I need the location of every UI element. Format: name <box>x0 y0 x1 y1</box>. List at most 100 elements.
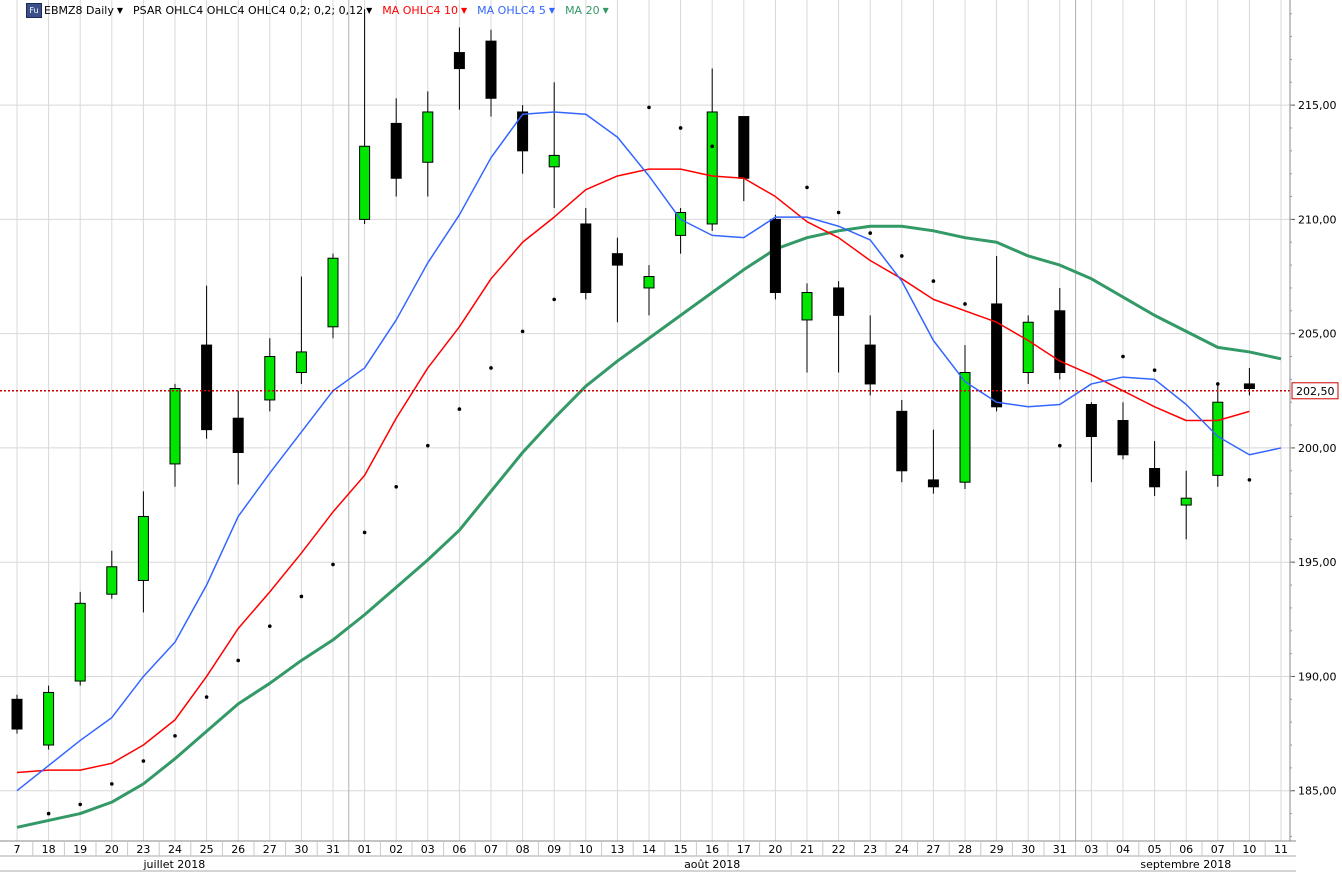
ma10-indicator[interactable]: MA OHLC4 10 ▼ <box>382 4 467 17</box>
candle-body <box>927 479 939 488</box>
date-axis[interactable]: 7 18 19 20 23 24 25 26 27 30 31 01 02 03 06 07 08 09 10 13 1… <box>0 840 1342 872</box>
candle-body <box>201 344 213 431</box>
price-tick-label: 195,00 <box>1298 556 1337 569</box>
date-tick-label: 03 <box>1084 843 1098 856</box>
date-tick-label: 29 <box>990 843 1004 856</box>
candle-up <box>1180 470 1192 540</box>
ma10-layer <box>16 168 1250 774</box>
triangle-down-icon: ▼ <box>602 5 609 15</box>
date-tick-label: 18 <box>42 843 56 856</box>
candle-body <box>959 372 971 483</box>
date-tick-label: 04 <box>1116 843 1130 856</box>
price-axis[interactable]: 185,00 190,00 195,00 200,00 205,00 210,00 215,… <box>1289 0 1342 872</box>
ma5-indicator[interactable]: MA OHLC4 5 ▼ <box>477 4 555 17</box>
candle-down <box>864 315 876 396</box>
candle-body <box>801 292 813 321</box>
month-label: septembre 2018 <box>1140 858 1231 871</box>
candle-up <box>548 82 560 208</box>
candle-down <box>201 285 213 439</box>
candle-up <box>675 207 687 254</box>
candle-down <box>390 98 402 197</box>
candle-up <box>137 491 149 613</box>
psar-dot <box>173 734 177 738</box>
psar-dot <box>78 802 82 807</box>
candle-up <box>327 253 339 339</box>
candle-down <box>1054 287 1066 380</box>
candle-body <box>1180 497 1192 506</box>
chart-legend: Fu EBMZ8 Daily ▼ PSAR OHLC4 OHLC4 OHLC4 … <box>26 2 619 18</box>
price-tick-label: 190,00 <box>1298 670 1337 683</box>
candle-body <box>1149 467 1161 488</box>
candle-down <box>738 116 750 202</box>
candle-body <box>611 253 623 266</box>
candle-body <box>264 356 276 401</box>
candle-body <box>580 223 592 294</box>
psar-indicator[interactable]: PSAR OHLC4 OHLC4 OHLC4 0,2; 0,2; 0,12 ▼ <box>133 4 372 17</box>
ma20-indicator[interactable]: MA 20 ▼ <box>565 4 609 17</box>
candle-body <box>833 287 845 316</box>
price-tick-label: 215,00 <box>1298 99 1337 112</box>
last-price-label: 202,50 <box>1296 385 1335 398</box>
candle-body <box>232 417 244 453</box>
psar-dot <box>868 231 872 235</box>
candle-body <box>706 111 718 225</box>
candle-down <box>485 29 497 117</box>
candle-body <box>295 351 307 374</box>
candle-body <box>517 111 529 152</box>
date-tick-label: 22 <box>832 843 846 856</box>
date-tick-label: 24 <box>168 843 182 856</box>
ma20-label: MA 20 <box>565 3 600 17</box>
candle-body <box>675 212 687 236</box>
month-label: août 2018 <box>684 858 740 871</box>
candle-body <box>548 154 560 168</box>
psar-dot <box>931 279 936 283</box>
candle-up <box>643 265 655 316</box>
psar-dot <box>1121 354 1125 359</box>
date-tick-label: 01 <box>358 843 372 856</box>
date-tick-label: 23 <box>863 843 877 856</box>
candle-down <box>453 27 465 110</box>
date-tick-label: 31 <box>1053 843 1067 856</box>
psar-dot <box>299 594 304 599</box>
candle-body <box>1054 310 1066 374</box>
psar-dot <box>331 562 335 567</box>
candle-body <box>43 691 55 746</box>
date-tick-label: 07 <box>484 843 498 856</box>
psar-layer <box>46 105 1252 816</box>
candle-up <box>43 685 55 750</box>
psar-dot <box>584 270 588 274</box>
psar-dot <box>647 105 651 110</box>
candle-body <box>643 276 655 289</box>
date-tick-label: 7 <box>14 843 21 856</box>
date-tick-label: 30 <box>294 843 308 856</box>
psar-dot <box>236 658 240 663</box>
candle-body <box>106 566 118 595</box>
candle-up <box>422 91 434 197</box>
psar-dot <box>1216 382 1220 386</box>
candle-down <box>517 105 529 174</box>
psar-dot <box>963 302 967 306</box>
psar-dot <box>805 185 809 190</box>
instrument-selector[interactable]: EBMZ8 Daily ▼ <box>44 4 123 17</box>
candle-down <box>1085 402 1097 483</box>
ma10-line <box>16 168 1250 774</box>
date-tick-label: 19 <box>73 843 87 856</box>
month-label: juillet 2018 <box>143 858 206 871</box>
date-tick-label: 30 <box>1021 843 1035 856</box>
instrument-label: EBMZ8 Daily <box>44 3 114 17</box>
triangle-down-icon: ▼ <box>461 5 468 15</box>
psar-dot <box>1058 443 1062 448</box>
price-tick-label: 185,00 <box>1298 785 1337 798</box>
candle-down <box>927 429 939 494</box>
candle-down <box>833 281 845 373</box>
candle-up <box>169 383 181 487</box>
date-tick-label: 08 <box>516 843 530 856</box>
symbol-badge[interactable]: Fu <box>26 2 42 18</box>
price-tick-label: 200,00 <box>1298 442 1337 455</box>
candle-down <box>611 237 623 323</box>
psar-dot <box>742 162 746 167</box>
date-tick-label: 13 <box>610 843 624 856</box>
date-tick-label: 24 <box>895 843 909 856</box>
date-tick-label: 16 <box>705 843 719 856</box>
